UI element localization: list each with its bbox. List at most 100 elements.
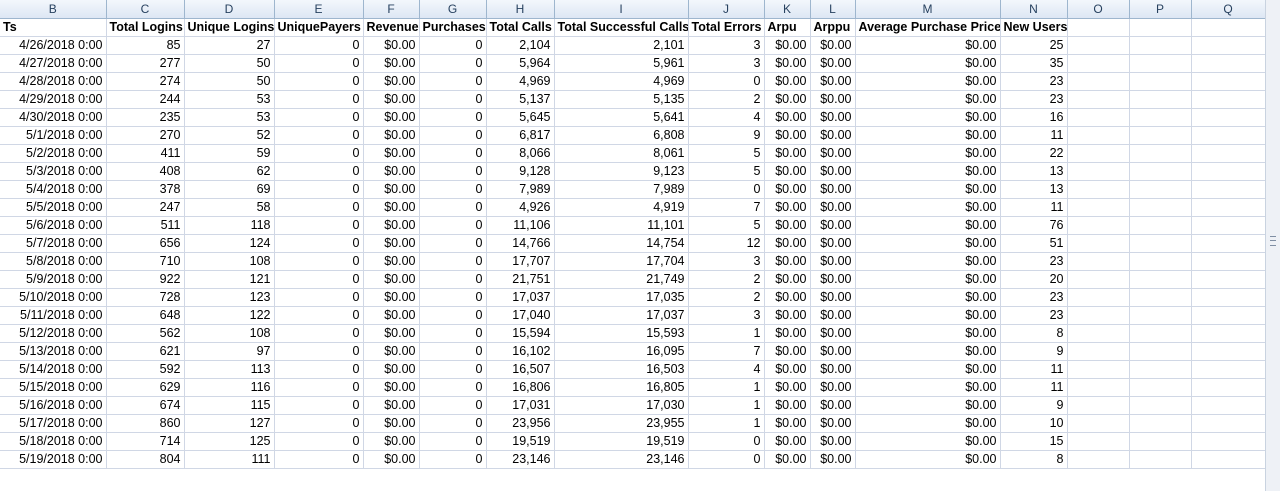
- data-cell[interactable]: $0.00: [810, 72, 856, 91]
- data-cell[interactable]: 11,106: [486, 216, 555, 235]
- data-cell[interactable]: 17,704: [554, 252, 689, 271]
- data-cell[interactable]: $0.00: [363, 216, 420, 235]
- data-cell[interactable]: 0: [419, 234, 487, 253]
- data-cell[interactable]: 408: [106, 162, 185, 181]
- data-cell[interactable]: 111: [184, 450, 275, 469]
- data-cell[interactable]: 5: [688, 216, 765, 235]
- data-cell[interactable]: 0: [419, 126, 487, 145]
- timestamp-cell[interactable]: 5/16/2018 0:00: [0, 396, 107, 415]
- data-cell[interactable]: 0: [419, 216, 487, 235]
- empty-cell[interactable]: [1129, 18, 1192, 37]
- data-cell[interactable]: 0: [419, 360, 487, 379]
- empty-cell[interactable]: [1067, 144, 1130, 163]
- data-cell[interactable]: 0: [419, 378, 487, 397]
- data-cell[interactable]: 17,037: [554, 306, 689, 325]
- data-cell[interactable]: $0.00: [810, 378, 856, 397]
- empty-cell[interactable]: [1129, 360, 1192, 379]
- data-cell[interactable]: 0: [274, 198, 364, 217]
- timestamp-cell[interactable]: 5/9/2018 0:00: [0, 270, 107, 289]
- data-cell[interactable]: 2: [688, 90, 765, 109]
- data-cell[interactable]: $0.00: [810, 234, 856, 253]
- data-cell[interactable]: 0: [274, 72, 364, 91]
- empty-cell[interactable]: [1129, 396, 1192, 415]
- data-cell[interactable]: $0.00: [810, 414, 856, 433]
- data-cell[interactable]: $0.00: [855, 144, 1001, 163]
- timestamp-cell[interactable]: 5/12/2018 0:00: [0, 324, 107, 343]
- data-cell[interactable]: $0.00: [855, 342, 1001, 361]
- data-cell[interactable]: 127: [184, 414, 275, 433]
- timestamp-cell[interactable]: 5/18/2018 0:00: [0, 432, 107, 451]
- data-cell[interactable]: 7,989: [554, 180, 689, 199]
- data-cell[interactable]: 0: [274, 180, 364, 199]
- data-cell[interactable]: 19,519: [486, 432, 555, 451]
- empty-cell[interactable]: [1129, 54, 1192, 73]
- timestamp-cell[interactable]: 5/2/2018 0:00: [0, 144, 107, 163]
- data-cell[interactable]: 122: [184, 306, 275, 325]
- data-cell[interactable]: 62: [184, 162, 275, 181]
- data-cell[interactable]: 23,956: [486, 414, 555, 433]
- timestamp-cell[interactable]: 5/13/2018 0:00: [0, 342, 107, 361]
- data-cell[interactable]: 0: [419, 306, 487, 325]
- data-cell[interactable]: 0: [419, 252, 487, 271]
- data-cell[interactable]: 0: [274, 216, 364, 235]
- empty-cell[interactable]: [1129, 252, 1192, 271]
- data-cell[interactable]: 411: [106, 144, 185, 163]
- empty-cell[interactable]: [1067, 432, 1130, 451]
- data-cell[interactable]: 656: [106, 234, 185, 253]
- data-cell[interactable]: 9: [1000, 342, 1068, 361]
- data-cell[interactable]: 23,955: [554, 414, 689, 433]
- data-cell[interactable]: $0.00: [764, 108, 811, 127]
- data-cell[interactable]: 50: [184, 54, 275, 73]
- timestamp-cell[interactable]: 5/17/2018 0:00: [0, 414, 107, 433]
- column-header-i[interactable]: I: [554, 0, 689, 19]
- timestamp-cell[interactable]: 5/14/2018 0:00: [0, 360, 107, 379]
- data-cell[interactable]: 710: [106, 252, 185, 271]
- data-cell[interactable]: 3: [688, 54, 765, 73]
- data-cell[interactable]: $0.00: [363, 324, 420, 343]
- data-cell[interactable]: 53: [184, 90, 275, 109]
- column-header-l[interactable]: L: [810, 0, 856, 19]
- field-header-cell[interactable]: Arpu: [764, 18, 811, 37]
- data-cell[interactable]: $0.00: [810, 432, 856, 451]
- data-cell[interactable]: 23: [1000, 252, 1068, 271]
- data-cell[interactable]: 52: [184, 126, 275, 145]
- data-cell[interactable]: 511: [106, 216, 185, 235]
- data-cell[interactable]: 125: [184, 432, 275, 451]
- data-cell[interactable]: 25: [1000, 36, 1068, 55]
- data-cell[interactable]: $0.00: [764, 234, 811, 253]
- data-cell[interactable]: 4,919: [554, 198, 689, 217]
- data-cell[interactable]: 1: [688, 378, 765, 397]
- data-cell[interactable]: 53: [184, 108, 275, 127]
- data-cell[interactable]: $0.00: [810, 180, 856, 199]
- vertical-scrollbar[interactable]: [1265, 0, 1280, 491]
- empty-cell[interactable]: [1191, 126, 1265, 145]
- data-cell[interactable]: 629: [106, 378, 185, 397]
- data-cell[interactable]: 35: [1000, 54, 1068, 73]
- data-cell[interactable]: 15: [1000, 432, 1068, 451]
- data-cell[interactable]: $0.00: [764, 90, 811, 109]
- data-cell[interactable]: 14,754: [554, 234, 689, 253]
- data-cell[interactable]: $0.00: [810, 450, 856, 469]
- data-cell[interactable]: 592: [106, 360, 185, 379]
- empty-cell[interactable]: [1191, 450, 1265, 469]
- timestamp-cell[interactable]: 4/29/2018 0:00: [0, 90, 107, 109]
- empty-cell[interactable]: [1191, 414, 1265, 433]
- field-header-cell[interactable]: Arppu: [810, 18, 856, 37]
- data-cell[interactable]: 16,507: [486, 360, 555, 379]
- data-cell[interactable]: 5,135: [554, 90, 689, 109]
- data-cell[interactable]: 648: [106, 306, 185, 325]
- column-header-d[interactable]: D: [184, 0, 275, 19]
- data-cell[interactable]: 0: [419, 342, 487, 361]
- data-cell[interactable]: $0.00: [855, 216, 1001, 235]
- data-cell[interactable]: $0.00: [855, 450, 1001, 469]
- empty-cell[interactable]: [1191, 324, 1265, 343]
- data-cell[interactable]: 1: [688, 324, 765, 343]
- column-header-p[interactable]: P: [1129, 0, 1192, 19]
- timestamp-cell[interactable]: 5/10/2018 0:00: [0, 288, 107, 307]
- empty-cell[interactable]: [1129, 36, 1192, 55]
- empty-cell[interactable]: [1067, 324, 1130, 343]
- data-cell[interactable]: $0.00: [855, 252, 1001, 271]
- field-header-cell[interactable]: Total Calls: [486, 18, 555, 37]
- data-cell[interactable]: 118: [184, 216, 275, 235]
- data-cell[interactable]: 108: [184, 324, 275, 343]
